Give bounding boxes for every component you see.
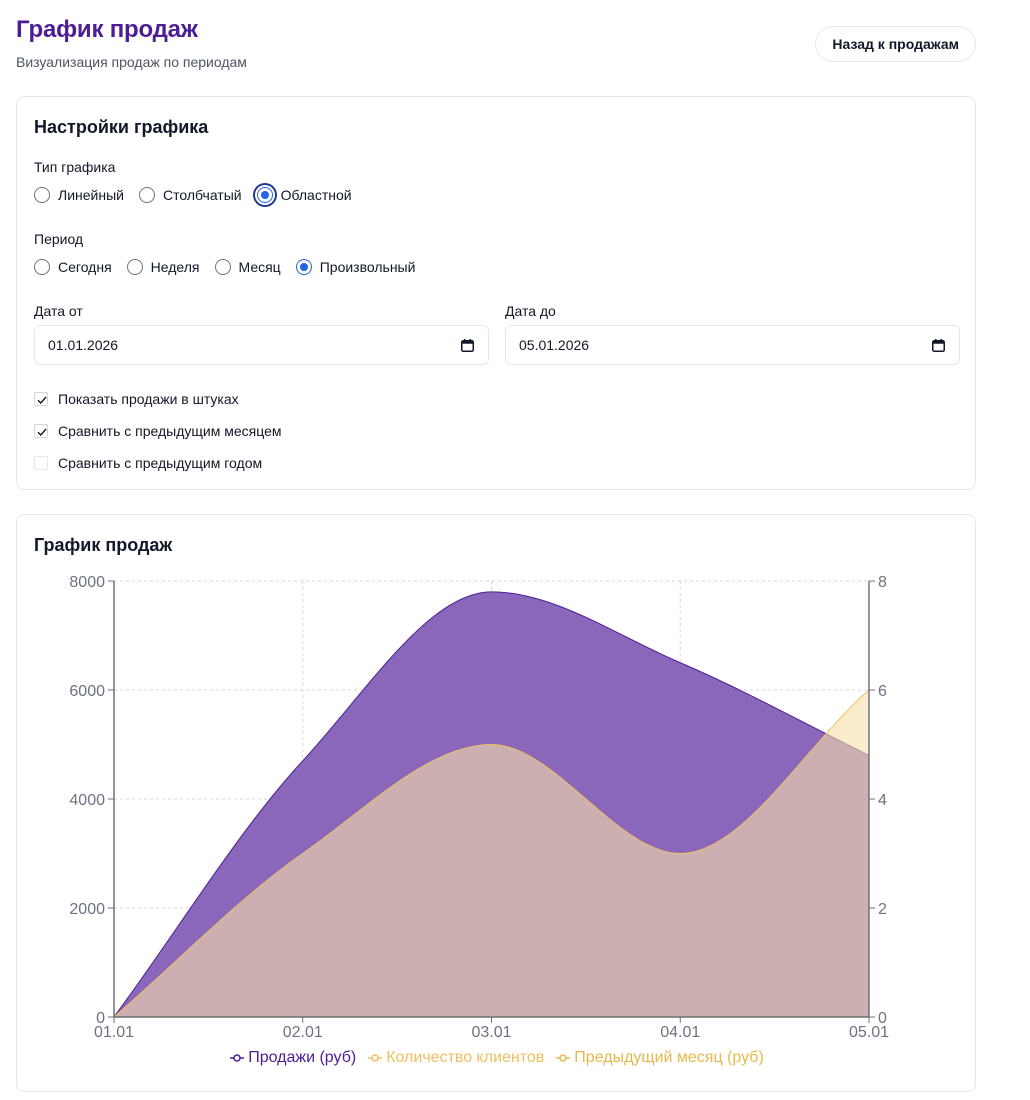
check-icon: [37, 396, 47, 405]
date-to-value: 05.01.2026: [519, 337, 590, 353]
calendar-icon[interactable]: [932, 339, 945, 352]
series-line-sales: [113, 591, 870, 1018]
chart-type-option-line[interactable]: Линейный: [34, 187, 124, 203]
x-tick-label: 05.01: [849, 1024, 889, 1041]
chart-type-label: Тип графика: [34, 159, 116, 175]
page-title: График продаж: [16, 16, 198, 43]
date-to-label: Дата до: [505, 303, 556, 319]
radio-label: Линейный: [58, 187, 124, 203]
check-icon: [37, 428, 47, 437]
y-left-tick-label: 4000: [69, 792, 105, 809]
series-line-clients: [113, 689, 870, 1018]
checkbox[interactable]: [34, 456, 48, 470]
settings-title: Настройки графика: [34, 117, 209, 137]
chart-type-radio-group: Линейный Столбчатый Областной: [34, 184, 367, 206]
legend-label: Продажи (руб): [248, 1049, 357, 1066]
checkbox-label: Показать продажи в штуках: [58, 391, 239, 407]
radio-label: Областной: [280, 187, 352, 203]
radio-label: Неделя: [150, 259, 200, 275]
y-right-tick-label: 2: [878, 901, 887, 918]
period-option-week[interactable]: Неделя: [126, 259, 200, 275]
legend-item[interactable]: Продажи (руб): [230, 1049, 356, 1067]
chart-type-option-area[interactable]: Областной: [256, 187, 352, 203]
legend-line-icon: [230, 1054, 245, 1062]
date-to-input[interactable]: 05.01.2026: [505, 325, 960, 365]
chart-legend: Продажи (руб) Количество клиентов Предыдущ…: [17, 1049, 977, 1067]
y-right-tick-label: 4: [878, 792, 887, 809]
y-left-tick-label: 0: [96, 1010, 105, 1027]
radio-label: Сегодня: [58, 259, 112, 275]
legend-item[interactable]: Предыдущий месяц (руб): [556, 1049, 764, 1067]
checkbox[interactable]: [34, 424, 48, 438]
legend-item[interactable]: Количество клиентов: [368, 1049, 544, 1067]
checkbox-label: Сравнить с предыдущим месяцем: [58, 423, 282, 439]
period-label: Период: [34, 231, 84, 247]
compare-prev-year-checkbox[interactable]: Сравнить с предыдущим годом: [34, 453, 262, 473]
y-right-tick-label: 0: [878, 1010, 887, 1027]
chart-type-option-bar[interactable]: Столбчатый: [138, 187, 242, 203]
show-units-checkbox[interactable]: Показать продажи в штуках: [34, 389, 239, 409]
x-tick-label: 02.01: [283, 1024, 323, 1041]
radio-button[interactable]: [138, 187, 155, 203]
radio-button[interactable]: [295, 259, 312, 275]
y-left-tick-label: 8000: [69, 574, 105, 591]
y-left-tick-label: 6000: [69, 683, 105, 700]
checkbox-label: Сравнить с предыдущим годом: [58, 455, 263, 471]
back-to-sales-button[interactable]: Назад к продажам: [815, 26, 976, 62]
radio-button[interactable]: [34, 259, 50, 275]
period-option-today[interactable]: Сегодня: [34, 259, 112, 275]
radio-label: Столбчатый: [162, 187, 242, 203]
chart-settings-card: Настройки графика Тип графика Линейный С…: [16, 96, 976, 490]
legend-label: Предыдущий месяц (руб): [574, 1049, 764, 1066]
period-option-month[interactable]: Месяц: [214, 259, 281, 275]
legend-line-icon: [556, 1054, 571, 1062]
date-from-label: Дата от: [34, 303, 83, 319]
radio-label: Месяц: [238, 259, 281, 275]
series-area-clients: [114, 690, 869, 1017]
sales-chart-card: График продаж 0 2000 4000 6000 8000 0 2 4 6 8 01.0…: [16, 514, 976, 1092]
date-from-input[interactable]: 01.01.2026: [34, 325, 489, 365]
legend-line-icon: [368, 1054, 383, 1062]
date-from-value: 01.01.2026: [48, 337, 119, 353]
x-tick-label: 03.01: [471, 1024, 511, 1041]
y-left-tick-label: 2000: [69, 901, 105, 918]
x-tick-label: 04.01: [660, 1024, 700, 1041]
calendar-icon[interactable]: [461, 339, 474, 352]
page-subtitle: Визуализация продаж по периодам: [16, 54, 247, 70]
chart-title: График продаж: [34, 535, 173, 555]
compare-prev-month-checkbox[interactable]: Сравнить с предыдущим месяцем: [34, 421, 282, 441]
radio-button[interactable]: [214, 259, 231, 275]
y-right-tick-label: 8: [878, 574, 887, 591]
radio-button[interactable]: [34, 187, 50, 203]
sales-area-chart: 0 2000 4000 6000 8000 0 2 4 6 8 01.01 02.01 03.01 04.…: [69, 574, 889, 1041]
y-right-tick-label: 6: [878, 683, 887, 700]
radio-label: Произвольный: [319, 259, 416, 275]
legend-label: Количество клиентов: [386, 1049, 545, 1066]
radio-button[interactable]: [256, 187, 273, 203]
period-option-custom[interactable]: Произвольный: [295, 259, 416, 275]
x-tick-label: 01.01: [94, 1024, 134, 1041]
checkbox[interactable]: [34, 392, 48, 406]
period-radio-group: Сегодня Неделя Месяц Произвольный: [34, 256, 430, 278]
radio-button[interactable]: [126, 259, 143, 275]
page-header: График продаж Визуализация продаж по пер…: [16, 14, 976, 74]
